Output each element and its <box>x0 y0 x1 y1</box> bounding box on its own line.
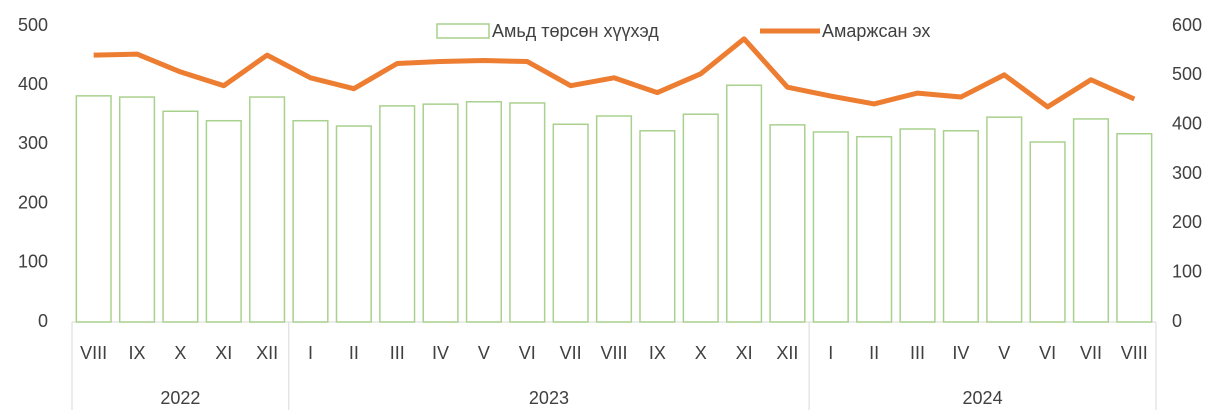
bar <box>1072 118 1110 323</box>
bar <box>942 130 979 323</box>
bar <box>249 96 286 323</box>
y2-tick-label: 500 <box>1172 64 1202 84</box>
x-tick-label: V <box>998 343 1010 363</box>
y-tick-label: 200 <box>18 192 48 212</box>
bar <box>75 95 112 323</box>
y2-tick-label: 300 <box>1172 163 1202 183</box>
bar <box>725 84 763 323</box>
bar <box>1029 141 1066 323</box>
x-tick-label: I <box>308 343 313 363</box>
x-tick-label: IV <box>432 343 449 363</box>
x-tick-label: VI <box>519 343 536 363</box>
legend-label: Амьд төрсөн хүүхэд <box>492 21 659 41</box>
bar <box>162 110 199 323</box>
y-tick-label: 400 <box>18 74 48 94</box>
bar <box>509 102 546 323</box>
bar <box>812 131 849 323</box>
line-series <box>93 36 1136 110</box>
bar <box>552 123 589 323</box>
x-tick-label: IX <box>129 343 146 363</box>
x-tick-label: XI <box>215 343 232 363</box>
y-tick-label: 500 <box>18 15 48 35</box>
group-label: 2023 <box>529 388 569 408</box>
bar <box>335 125 372 323</box>
legend-swatch <box>436 23 490 39</box>
legend-label: Амаржсан эх <box>822 21 930 41</box>
bar <box>769 124 806 323</box>
bar <box>856 135 893 323</box>
x-tick-label: VI <box>1039 343 1056 363</box>
x-tick-label: VIII <box>600 343 627 363</box>
bar <box>422 103 459 323</box>
bar <box>595 115 633 323</box>
group-label: 2024 <box>963 388 1003 408</box>
y2-tick-label: 200 <box>1172 212 1202 232</box>
group-label: 2022 <box>160 388 200 408</box>
y-tick-label: 100 <box>18 252 48 272</box>
bar <box>682 113 719 323</box>
x-tick-label: II <box>869 343 879 363</box>
x-tick-label: III <box>390 343 405 363</box>
x-tick-label: VII <box>560 343 582 363</box>
y-tick-label: 300 <box>18 133 48 153</box>
x-tick-label: VII <box>1080 343 1102 363</box>
x-tick-label: I <box>828 343 833 363</box>
bar <box>1116 132 1153 323</box>
x-tick-label: XI <box>736 343 753 363</box>
x-tick-label: VIII <box>1121 343 1148 363</box>
x-tick-label: III <box>910 343 925 363</box>
y-tick-label: 0 <box>38 311 48 331</box>
x-tick-label: V <box>478 343 490 363</box>
bar <box>899 128 936 323</box>
x-tick-label: XII <box>776 343 798 363</box>
x-tick-label: VIII <box>80 343 107 363</box>
x-tick-label: X <box>695 343 707 363</box>
x-tick-label: II <box>349 343 359 363</box>
bar <box>205 119 242 323</box>
y2-tick-label: 100 <box>1172 261 1202 281</box>
bar <box>639 130 676 323</box>
y2-tick-label: 400 <box>1172 113 1202 133</box>
x-tick-label: XII <box>256 343 278 363</box>
y2-tick-label: 0 <box>1172 311 1182 331</box>
bar <box>379 105 416 323</box>
y2-tick-label: 600 <box>1172 15 1202 35</box>
x-tick-label: IX <box>649 343 666 363</box>
bar <box>118 96 156 323</box>
x-tick-label: X <box>174 343 186 363</box>
bar <box>986 116 1023 323</box>
bar <box>465 101 503 323</box>
x-tick-label: IV <box>952 343 969 363</box>
bar <box>292 119 329 323</box>
